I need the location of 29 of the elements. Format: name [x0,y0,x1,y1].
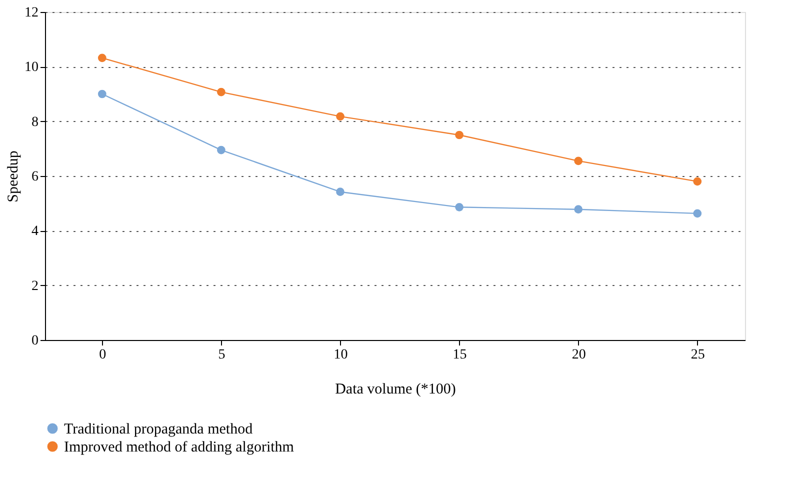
point [217,88,226,96]
point [217,146,226,154]
x-tick-label: 25 [690,348,705,362]
x-tick-label: 15 [452,348,467,362]
x-tick-label: 5 [218,348,226,362]
y-tick-label: 8 [32,114,38,130]
y-axis-title: Speedup [6,150,22,202]
y-tick-label: 12 [24,6,38,20]
point [336,112,344,121]
x-tick-label: 10 [334,348,348,362]
legend-label: Improved method of adding algorithm [64,440,294,456]
point [455,202,464,212]
point [693,209,702,218]
legend-label: Traditional propaganda method [64,422,254,438]
y-tick-label: 4 [32,224,38,240]
point [98,90,106,98]
y-tick-label: 0 [32,334,38,348]
point [455,130,464,140]
y-tick-label: 2 [32,278,38,294]
point [98,54,106,62]
y-tick-label: 10 [24,60,38,76]
point [574,156,583,166]
point [574,205,583,214]
y-tick-label: 6 [32,170,38,184]
point [693,177,702,186]
x-axis-title: Data volume (*100) [335,382,456,398]
x-tick-label: 0 [99,348,106,362]
point [336,188,344,196]
x-tick-label: 20 [572,348,586,362]
